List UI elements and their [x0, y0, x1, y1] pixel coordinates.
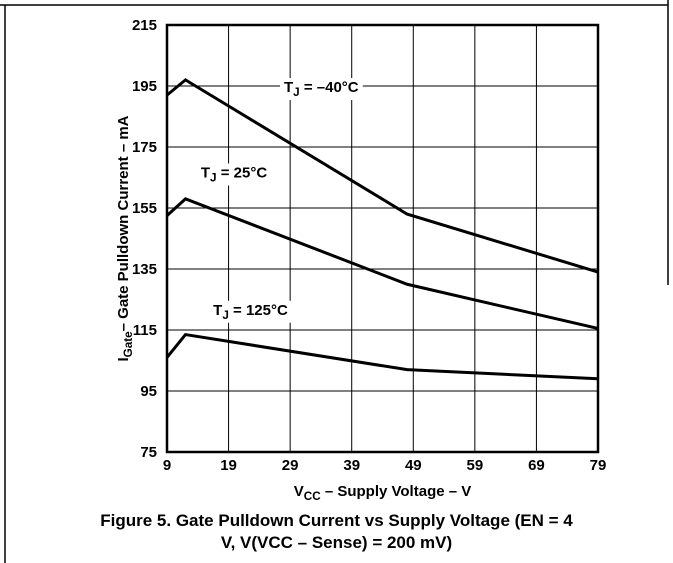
caption-line: V, V(VCC – Sense) = 200 mV) [220, 533, 453, 552]
label-part: = 25°C [217, 165, 268, 182]
annotation: TJ = 125°C [213, 302, 288, 322]
annotation: TJ = –40°C [284, 79, 359, 99]
label-subscript: J [293, 86, 300, 99]
label-part: V [294, 483, 304, 500]
label-subscript: CC [304, 490, 321, 503]
plot-frame [165, 23, 600, 454]
label-part: = 125°C [229, 302, 288, 319]
annotation-bg [209, 300, 292, 323]
y-tick-label: 155 [132, 200, 157, 217]
label-part: – Gate Pulldown Current – mA [115, 115, 132, 331]
label-part: = –40°C [300, 79, 359, 96]
y-axis-label: IGate– Gate Pulldown Current – mA [115, 115, 135, 361]
label-part: T [284, 79, 293, 96]
y-tick-label: 175 [132, 139, 157, 156]
label-part: T [213, 302, 222, 319]
x-tick-label: 39 [343, 457, 360, 474]
x-tick-label: 79 [590, 457, 607, 474]
series-line [165, 197, 599, 330]
caption-line: Figure 5. Gate Pulldown Current vs Suppl… [100, 511, 573, 530]
x-axis-label: VCC – Supply Voltage – V [294, 483, 472, 503]
label-subscript: Gate [122, 331, 135, 357]
series-line [166, 78, 599, 274]
caption: Figure 5. Gate Pulldown Current vs Suppl… [5, 510, 668, 554]
y-tick-label: 135 [132, 261, 157, 278]
y-tick-label: 215 [132, 17, 157, 34]
label-subscript: J [222, 309, 229, 322]
y-tick-label: 195 [132, 78, 157, 95]
label-part: T [201, 165, 210, 182]
x-tick-label: 19 [220, 457, 237, 474]
annotation: TJ = 25°C [201, 165, 267, 185]
x-tick-label: 69 [528, 457, 545, 474]
label-part: I [115, 357, 132, 361]
x-tick-label: 49 [405, 457, 422, 474]
x-tick-label: 59 [467, 457, 484, 474]
y-tick-label: 75 [140, 444, 157, 461]
label-subscript: J [210, 172, 217, 185]
y-tick-label: 115 [133, 322, 157, 339]
x-tick-label: 9 [163, 457, 171, 474]
annotation-bg [196, 163, 272, 186]
annotation-bg [279, 78, 363, 101]
x-tick-label: 29 [282, 457, 299, 474]
label-part: – Supply Voltage – V [321, 483, 472, 500]
y-tick-label: 95 [140, 383, 157, 400]
series-line [165, 332, 599, 381]
